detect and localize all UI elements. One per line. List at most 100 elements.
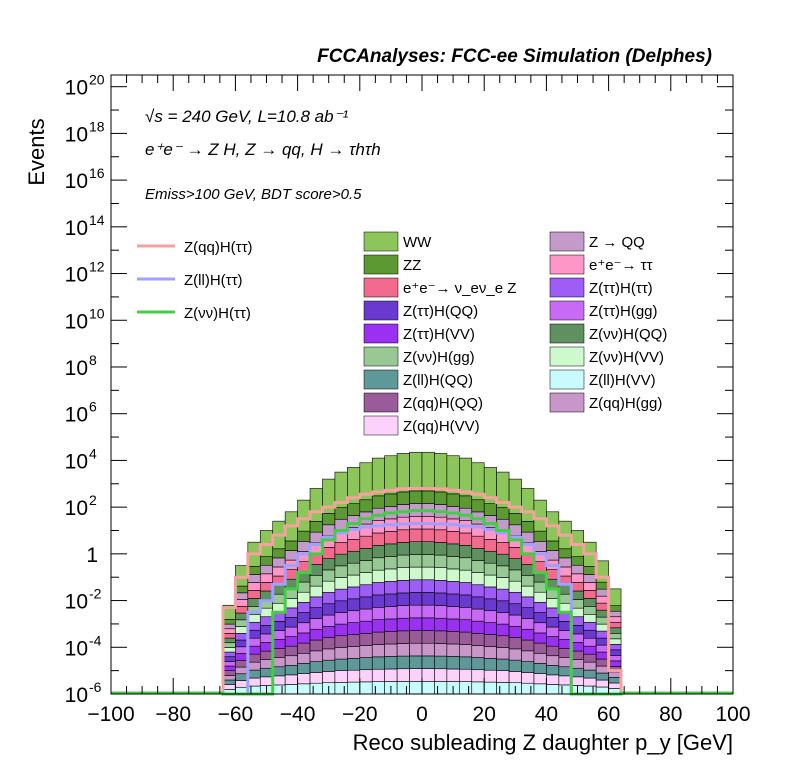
histogram-bar — [508, 569, 522, 582]
histogram-bar — [471, 681, 485, 695]
histogram-bar — [595, 651, 609, 660]
histogram-bar — [371, 557, 385, 571]
histogram-bar — [297, 530, 311, 542]
histogram-bar — [583, 590, 597, 599]
histogram-bar — [384, 656, 398, 670]
histogram-bar — [409, 528, 423, 542]
histogram-bar — [533, 561, 547, 573]
histogram-bar — [508, 626, 522, 638]
x-tick-label: −40 — [280, 703, 316, 726]
x-tick-label: −60 — [218, 703, 254, 726]
histogram-bar — [546, 626, 560, 637]
histogram-bar — [471, 608, 485, 622]
histogram-bar — [371, 681, 385, 695]
histogram-bar — [322, 569, 336, 582]
histogram-bar — [595, 644, 609, 653]
histogram-bar — [434, 655, 448, 670]
histogram-bar — [272, 584, 286, 595]
histogram-bar — [359, 499, 373, 513]
histogram-bar — [608, 588, 622, 607]
histogram-bar — [384, 668, 398, 682]
histogram-bar — [446, 543, 460, 557]
histogram-bar — [371, 545, 385, 559]
histogram-bar — [409, 681, 423, 695]
histogram-bar — [459, 557, 473, 571]
legend-label: Z(νν)H(QQ) — [589, 326, 667, 343]
histogram-bar — [297, 683, 311, 695]
histogram-bar — [583, 629, 597, 639]
histogram-bar — [483, 598, 497, 612]
histogram-bar — [521, 661, 535, 673]
y-tick-label: 10 — [65, 123, 88, 146]
histogram-bar — [347, 681, 361, 695]
histogram-bar — [309, 672, 323, 684]
histogram-bar — [409, 630, 423, 644]
histogram-bar — [297, 541, 311, 552]
histogram-bar — [558, 639, 572, 649]
histogram-bar — [359, 572, 373, 586]
histogram-bar — [595, 609, 609, 618]
histogram-bar — [309, 682, 323, 695]
y-tick-label: 10 — [65, 264, 88, 287]
legend-label: Z(νν)H(ττ) — [184, 305, 251, 322]
histogram-bar — [583, 661, 597, 671]
histogram-bar — [359, 620, 373, 634]
histogram-bar — [483, 658, 497, 671]
histogram-bar — [259, 650, 274, 660]
histogram-bar — [434, 617, 448, 632]
histogram-bar — [459, 619, 473, 633]
histogram-bar — [533, 683, 547, 695]
histogram-bar — [533, 541, 547, 552]
histogram-bar — [322, 547, 336, 559]
histogram-bar — [371, 594, 385, 608]
histogram-bar — [546, 665, 560, 676]
histogram-bar — [421, 681, 435, 695]
histogram-bar — [396, 605, 410, 619]
histogram-bar — [409, 566, 423, 581]
histogram-bar — [421, 630, 435, 644]
histogram-bar — [434, 681, 448, 695]
histogram-bar — [235, 646, 249, 654]
histogram-bar — [272, 548, 286, 559]
histogram-bar — [570, 659, 585, 669]
histogram-bar — [608, 610, 622, 618]
histogram-bar — [446, 656, 460, 670]
histogram-bar — [608, 621, 622, 629]
histogram-bar — [247, 566, 261, 575]
histogram-bar — [396, 542, 410, 556]
histogram-bar — [546, 569, 560, 580]
histogram-bar — [334, 623, 348, 637]
histogram-bar — [222, 623, 236, 630]
histogram-bar — [533, 602, 547, 613]
histogram-bar — [421, 554, 435, 568]
legend-swatch — [363, 369, 399, 390]
histogram-bar — [247, 637, 261, 647]
histogram-bar — [247, 629, 261, 639]
signal-line — [111, 521, 733, 696]
histogram-bar — [434, 542, 448, 556]
histogram-bar — [309, 650, 323, 662]
legend-label: WW — [403, 234, 432, 251]
y-tick-label-exponent: -4 — [89, 632, 102, 648]
histogram-bar — [533, 499, 547, 532]
histogram-bar — [546, 540, 560, 551]
chart-title: FCCAnalyses: FCC-ee Simulation (Delphes) — [317, 46, 712, 67]
x-tick-label: −100 — [87, 703, 134, 726]
histogram-bar — [235, 653, 249, 661]
histogram-bar — [558, 630, 572, 640]
histogram-bar — [446, 493, 460, 507]
histogram-bar — [322, 558, 336, 571]
histogram-bar — [583, 582, 597, 591]
histogram-bar — [309, 564, 323, 576]
histogram-bar — [421, 617, 435, 631]
histogram-bar — [471, 560, 485, 573]
histogram-bar — [409, 604, 423, 619]
histogram-bar — [483, 634, 497, 647]
histogram-bar — [371, 631, 385, 645]
histogram-bar — [334, 588, 348, 602]
y-tick-label: 10 — [65, 591, 88, 614]
histogram-bar — [359, 560, 373, 573]
histogram-bar — [259, 676, 274, 686]
histogram-bar — [570, 667, 585, 678]
